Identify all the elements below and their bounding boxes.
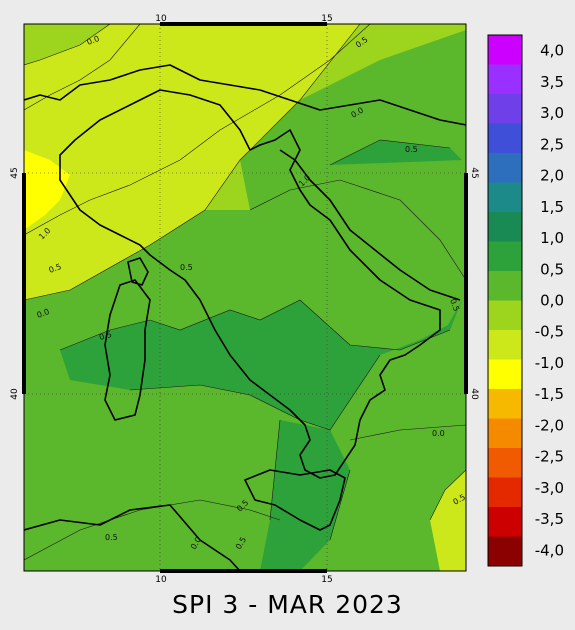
contour-label: 0.5 [48,262,63,275]
contour-label: 0.5 [448,298,461,313]
contour-lines [24,24,466,561]
lon-tick-bottom-15: 15 [321,575,332,585]
contour-labels: 0.5 0.0 0.5 1.0 0.5 0.0 0.5 0.0 0.5 0.5 … [36,34,466,551]
legend-swatch [488,536,522,567]
legend-label: 2,0 [540,167,564,185]
zone-0-north [24,24,110,65]
zone-minus1-west [24,150,70,230]
alps-border [24,64,466,126]
legend-swatch [488,271,522,301]
legend-swatch [488,389,522,419]
map-title: SPI 3 - MAR 2023 [172,590,403,619]
legend-swatch [488,182,522,213]
lat-tick-right-40: 40 [469,388,479,400]
lat-tick-right-45: 45 [469,167,479,178]
frame-markers [22,22,468,573]
lon-tick-top-10: 10 [155,14,167,24]
legend-label: 0,5 [540,260,564,278]
corsica-coastline [127,257,149,286]
zone-1-south [260,420,350,571]
legend-label: 1,0 [540,229,564,247]
legend-labels: 4,0 3,5 3,0 2,5 2,0 1,5 1,0 0,5 0,0 -0,5 -1,0 -1,5 -… [535,42,564,560]
legend-label: 4,0 [540,42,564,60]
legend-swatch [488,35,522,65]
legend-swatch [488,153,522,183]
sardinia-coastline [104,279,151,421]
legend-label: -0,5 [535,323,564,341]
legend-swatch [488,448,522,478]
legend-label: -2,5 [535,448,564,466]
legend-swatch [488,123,522,154]
lon-tick-top-15: 15 [321,14,332,24]
contour-label: 0.0 [432,429,445,438]
lon-tick-bottom-10: 10 [155,575,167,585]
legend-label: 1,5 [540,198,564,216]
legend-border [487,34,523,567]
legend-label: -2,0 [535,416,564,434]
contour-label: 0.5 [405,145,418,154]
legend-swatch [488,418,522,449]
legend-swatch [488,330,522,360]
legend-label: 2,5 [540,135,564,153]
legend-swatch [488,300,522,331]
contour-label: 0.0 [36,307,51,320]
legend-swatch [488,241,522,272]
lat-tick-left-45: 45 [10,167,20,178]
legend-swatch [488,507,522,537]
zone-1-adriatic [60,140,462,430]
legend-label: 0,0 [540,292,564,310]
legend-swatch [488,64,522,95]
legend-label: -4,0 [535,541,564,559]
zone-minus05-se [430,470,466,571]
legend-swatch [488,212,522,242]
legend-label: -1,0 [535,354,564,372]
contour-label: 0.5 [105,533,118,542]
sicily-coastline [244,469,346,531]
legend-swatch [488,359,522,390]
italy-coastline [59,89,441,479]
legend-swatch [488,94,522,124]
balkan-coastline [279,149,461,301]
zone-minus05 [24,24,360,300]
graticule [24,24,466,571]
legend-label: -1,5 [535,385,564,403]
contour-label: 0.5 [98,330,113,342]
africa-coastline [24,504,241,571]
legend-label: 3,0 [540,104,564,122]
legend-label: -3,5 [535,510,564,528]
contour-label: 0.0 [86,34,101,47]
legend-label: 3,5 [540,73,564,91]
lat-tick-left-40: 40 [10,388,20,400]
contour-label: 0.5 [180,263,193,272]
legend-swatch [488,477,522,508]
legend-colorbar [487,34,523,567]
coastlines [24,64,466,571]
legend-label: -3,0 [535,479,564,497]
